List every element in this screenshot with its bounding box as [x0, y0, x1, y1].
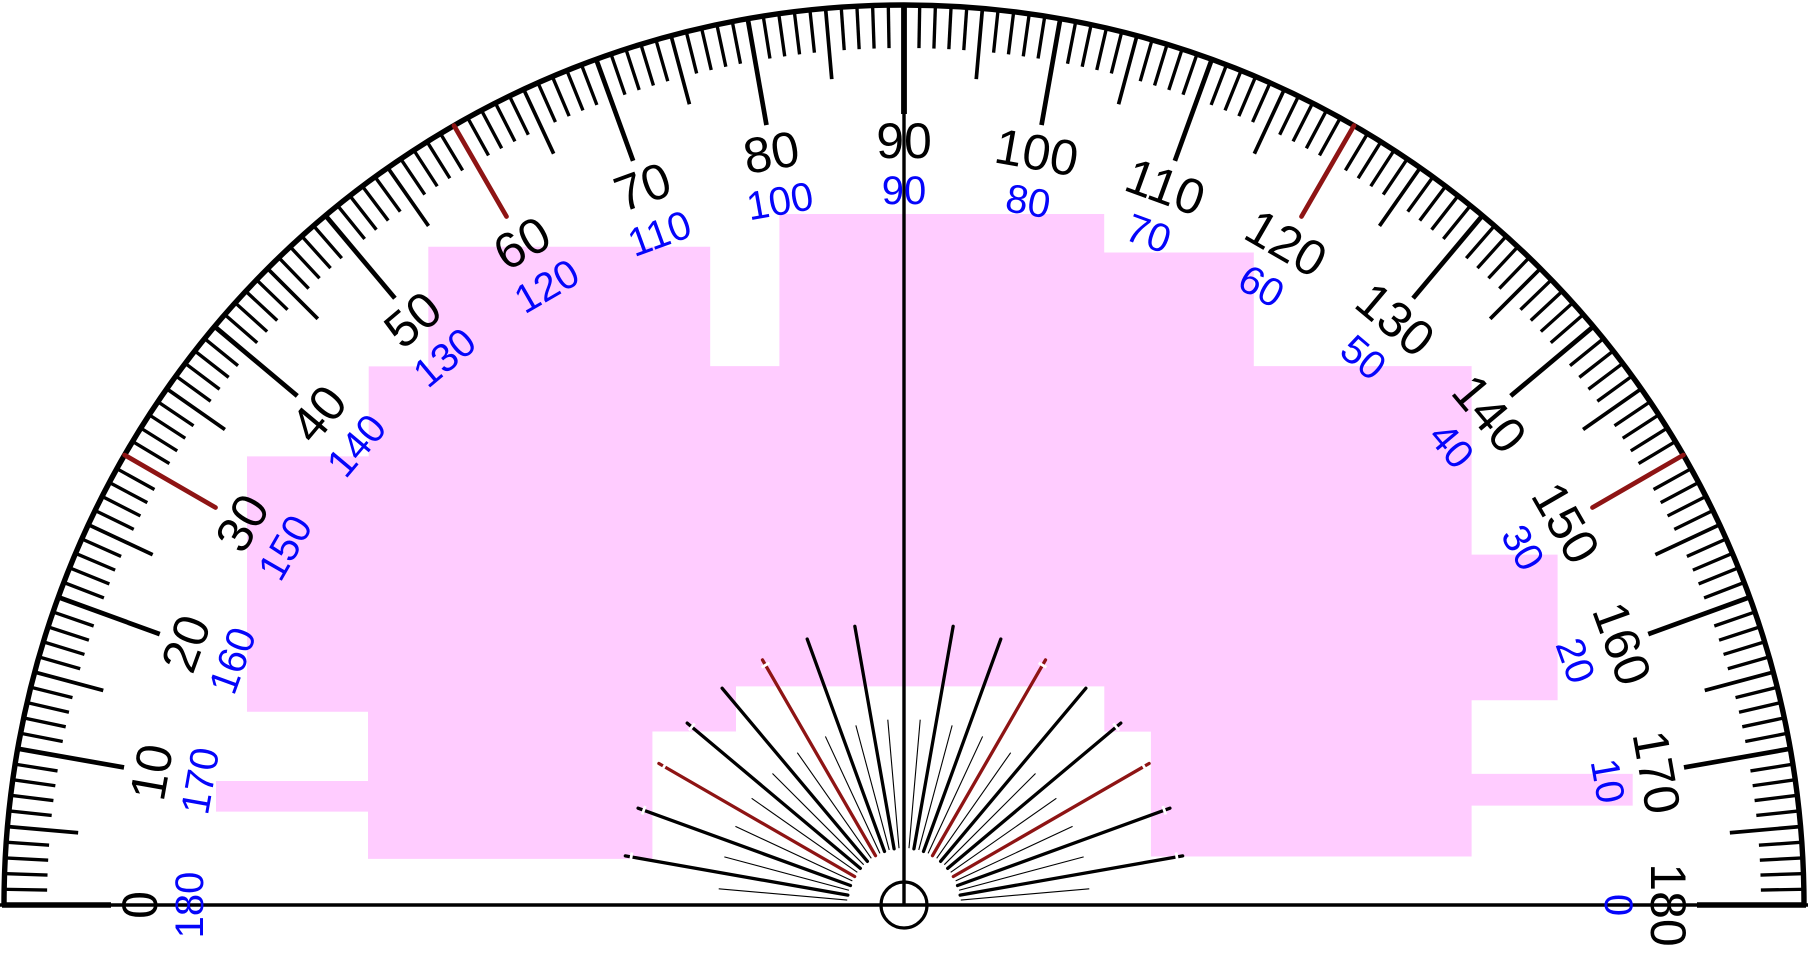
- svg-text:80: 80: [1002, 176, 1053, 227]
- svg-text:0: 0: [112, 891, 168, 919]
- svg-text:180: 180: [1640, 863, 1696, 946]
- svg-text:10: 10: [1582, 755, 1633, 806]
- svg-text:80: 80: [739, 120, 804, 185]
- svg-text:90: 90: [882, 169, 927, 213]
- svg-text:10: 10: [119, 740, 184, 805]
- svg-text:0: 0: [1596, 894, 1640, 916]
- svg-text:90: 90: [876, 113, 932, 169]
- svg-text:180: 180: [168, 872, 212, 939]
